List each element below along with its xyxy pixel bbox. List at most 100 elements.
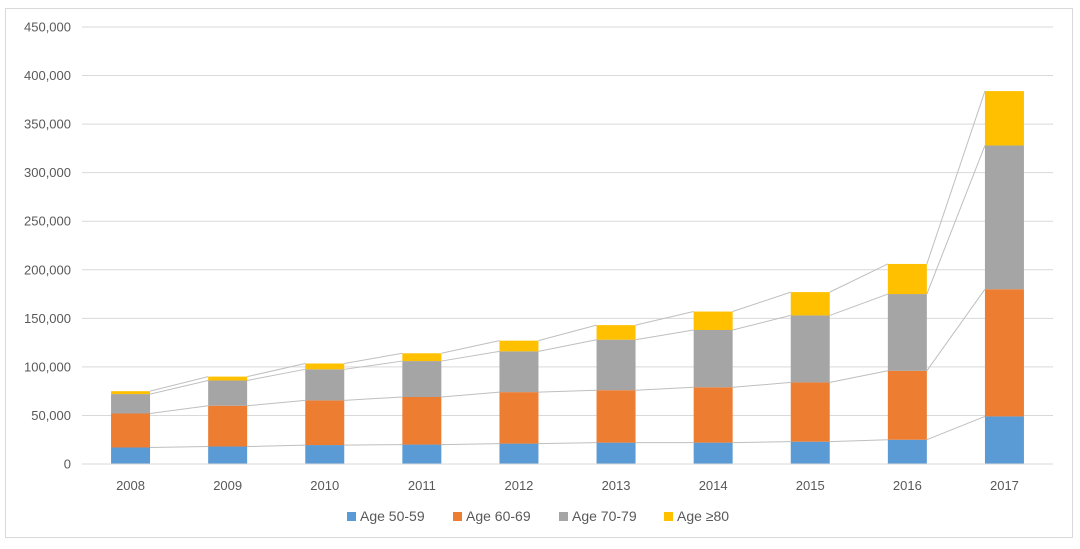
- bar-segment: [402, 361, 442, 397]
- series-line: [441, 391, 500, 398]
- bar-segment: [790, 292, 830, 316]
- series-line: [538, 339, 597, 352]
- series-line: [247, 444, 306, 448]
- bar-segment: [305, 400, 345, 446]
- bar-segment: [790, 315, 830, 383]
- bar-segment: [305, 369, 345, 401]
- series-line: [926, 288, 986, 372]
- bar-segment: [111, 394, 151, 414]
- series-line: [344, 352, 403, 364]
- bar-segment: [111, 413, 151, 448]
- series-line: [732, 381, 791, 388]
- legend-swatch: [559, 512, 568, 521]
- series-line: [829, 263, 889, 293]
- bar-segment: [596, 339, 636, 391]
- series-line: [732, 441, 791, 444]
- legend-label: Age 50-59: [360, 508, 425, 524]
- bar-segment: [887, 370, 927, 440]
- bar-segment: [499, 443, 539, 464]
- legend-swatch: [347, 512, 356, 521]
- x-tick-label: 2017: [990, 478, 1019, 493]
- bar-segment: [499, 340, 539, 352]
- bar-segment: [887, 294, 927, 371]
- bar-segment: [887, 263, 927, 295]
- y-tick-label: 400,000: [24, 68, 71, 83]
- y-tick-label: 0: [64, 457, 71, 472]
- series-line: [247, 399, 306, 407]
- series-line: [829, 370, 888, 383]
- x-tick-label: 2013: [602, 478, 631, 493]
- series-line: [732, 291, 791, 313]
- series-line: [149, 379, 209, 395]
- x-tick-label: 2008: [116, 478, 145, 493]
- series-line: [149, 405, 209, 414]
- x-tick-label: 2016: [893, 478, 922, 493]
- bar-segment: [984, 91, 1024, 146]
- legend-label: Age 70-79: [572, 508, 637, 524]
- bar-segment: [984, 416, 1024, 464]
- y-tick-label: 100,000: [24, 359, 71, 374]
- series-line: [829, 439, 888, 443]
- series-line: [247, 368, 306, 381]
- x-tick-label: 2011: [408, 478, 436, 493]
- series-line: [344, 360, 403, 370]
- x-tick-label: 2010: [310, 478, 339, 493]
- bar-segment: [305, 445, 345, 464]
- legend: Age 50-59 Age 60-69 Age 70-79 Age ≥80: [347, 508, 729, 524]
- series-line: [247, 363, 306, 378]
- bar-segment: [693, 329, 733, 388]
- bar-segment: [984, 289, 1024, 417]
- bar-segment: [208, 376, 248, 381]
- x-tick-label: 2012: [504, 478, 533, 493]
- bar-segment: [790, 382, 830, 442]
- bar-segment: [111, 447, 151, 464]
- y-tick-label: 150,000: [24, 311, 71, 326]
- bar-segment: [596, 442, 636, 464]
- x-tick-label: 2015: [796, 478, 825, 493]
- bars: [111, 91, 1024, 464]
- series-line: [344, 396, 403, 401]
- bar-segment: [887, 439, 927, 464]
- series-line: [635, 386, 694, 391]
- series-line: [538, 442, 597, 445]
- bar-segment: [208, 380, 248, 406]
- legend-label: Age ≥80: [677, 508, 729, 524]
- legend-swatch: [664, 512, 673, 521]
- y-tick-label: 200,000: [24, 262, 71, 277]
- bar-segment: [499, 392, 539, 444]
- bar-segment: [790, 441, 830, 464]
- bar-segment: [208, 405, 248, 447]
- series-line: [538, 389, 597, 393]
- series-line: [732, 314, 791, 331]
- x-tick-label: 2009: [213, 478, 242, 493]
- series-line: [441, 350, 500, 362]
- bar-segment: [596, 325, 636, 340]
- series-line: [441, 340, 500, 354]
- bar-segment: [984, 145, 1024, 290]
- bar-segment: [402, 396, 442, 445]
- series-lines: [149, 90, 986, 448]
- series-line: [441, 443, 500, 446]
- bar-segment: [693, 442, 733, 464]
- legend-swatch: [453, 512, 462, 521]
- bar-segment: [111, 391, 151, 395]
- bar-segment: [402, 444, 442, 464]
- series-line: [926, 90, 986, 265]
- bar-segment: [693, 387, 733, 443]
- series-line: [635, 311, 694, 326]
- bar-segment: [208, 446, 248, 464]
- bar-segment: [596, 390, 636, 443]
- y-tick-label: 250,000: [24, 214, 71, 229]
- bar-segment: [402, 353, 442, 362]
- legend-label: Age 60-69: [466, 508, 531, 524]
- series-line: [926, 145, 986, 295]
- y-tick-label: 450,000: [24, 20, 71, 35]
- bar-segment: [693, 311, 733, 330]
- series-line: [149, 376, 209, 392]
- series-line: [926, 415, 986, 441]
- y-tick-label: 50,000: [31, 408, 71, 423]
- x-tick-label: 2014: [699, 478, 728, 493]
- series-line: [538, 324, 597, 342]
- bar-segment: [499, 351, 539, 393]
